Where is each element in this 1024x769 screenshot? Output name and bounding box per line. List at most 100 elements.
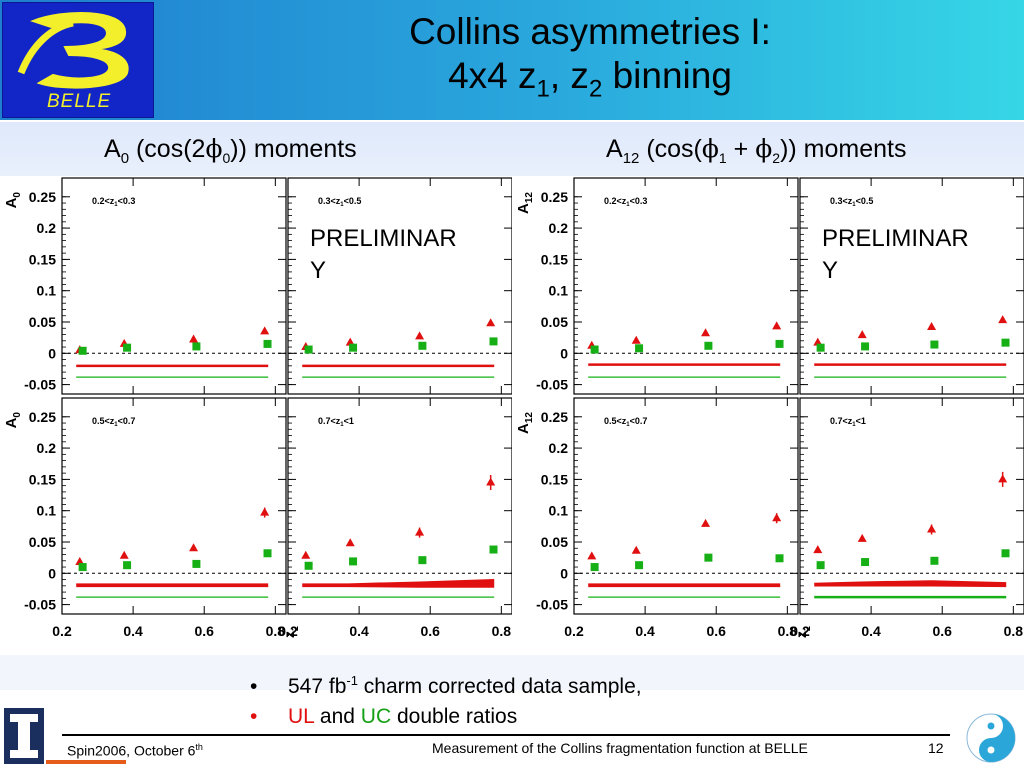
belle-b-icon — [17, 12, 129, 89]
plot-frame — [61, 397, 287, 615]
ul-systematic-band — [76, 364, 269, 368]
x-tick-label: 0.2 — [278, 623, 298, 639]
section-band — [0, 122, 1024, 178]
x-tick-label: 0.6 — [932, 623, 952, 639]
bullet-list: • 547 fb-1 charm corrected data sample, … — [250, 666, 642, 732]
y-tick-label: 0.2 — [549, 220, 569, 236]
x-tick-label: 0.4 — [635, 623, 655, 639]
ul-data-point — [587, 551, 597, 560]
y-tick-label: 0.1 — [37, 283, 57, 299]
bin-label: 0.3<z1<0.5 — [318, 196, 361, 208]
y-tick-label: 0.15 — [541, 471, 568, 487]
ul-data-point — [631, 335, 641, 344]
uc-data-point — [635, 344, 644, 353]
y-tick-label: 0.05 — [541, 314, 568, 330]
x-tick-label: 0.8 — [778, 623, 798, 639]
plot-frame — [573, 177, 799, 395]
uc-data-point — [418, 556, 427, 565]
ul-data-point — [301, 550, 311, 559]
bin-label: 0.3<z1<0.5 — [830, 196, 873, 208]
y-tick-label: 0.1 — [37, 503, 57, 519]
ul-data-point — [857, 533, 867, 542]
bin-label: 0.2<z1<0.3 — [92, 196, 135, 208]
x-tick-label: 0.8 — [492, 623, 512, 639]
uc-data-point — [635, 561, 644, 570]
ul-data-point — [631, 545, 641, 554]
bin-label: 0.7<z1<1 — [830, 416, 866, 428]
title-line-2: 4x4 z1, z2 binning — [448, 55, 732, 103]
uc-systematic-band — [302, 596, 495, 598]
y-tick-label: 0.2 — [37, 440, 57, 456]
y-tick-label: 0.2 — [37, 220, 57, 236]
ul-data-point — [998, 474, 1008, 483]
uc-data-point — [78, 346, 87, 355]
y-tick-label: -0.05 — [24, 597, 56, 613]
chart-a12: A12 A12 0.25 0.2 0.15 0.1 0.05 0 -0.05 0.2<z1<0.3… — [512, 176, 1024, 660]
title-line-1: Collins asymmetries I: — [409, 11, 771, 52]
uc-data-point — [704, 553, 713, 562]
preliminary-label: Y — [822, 257, 838, 284]
uc-data-point — [123, 561, 132, 570]
y-tick-label: 0.05 — [541, 534, 568, 550]
x-tick-label: 0.4 — [349, 623, 369, 639]
slide-header — [0, 0, 1024, 120]
uc-data-point — [816, 343, 825, 352]
y-axis-title: A12 — [515, 192, 535, 214]
ul-systematic-band — [588, 363, 781, 366]
bullet-dot: • — [250, 675, 258, 698]
y-tick-label: 0 — [560, 565, 568, 581]
uc-data-point — [930, 556, 939, 565]
x-tick-label: 0.2 — [790, 623, 810, 639]
uc-data-point — [861, 558, 870, 567]
chart-a12-svg: A12 A12 0.25 0.2 0.15 0.1 0.05 0 -0.05 0.2<z1<0.3… — [515, 177, 1024, 639]
y-axis-title: A0 — [3, 192, 23, 209]
y-tick-label: 0.15 — [29, 251, 56, 267]
x-tick-label: 0.4 — [123, 623, 143, 639]
uc-data-point — [349, 557, 358, 566]
uc-data-point — [263, 339, 272, 348]
y-tick-label: 0 — [48, 565, 56, 581]
uc-data-point — [192, 342, 201, 351]
x-axis-title: z2 — [793, 626, 812, 638]
uc-data-point — [775, 554, 784, 563]
bullet-band — [0, 655, 1024, 690]
chart-a0: A0 A0 0.25 0.2 0.15 0.1 0.05 0 -0.05 0.2<z1<0.3 0.… — [0, 176, 526, 660]
y-tick-label: -0.05 — [536, 377, 568, 393]
ul-systematic-band — [814, 580, 1007, 588]
y-tick-label: 0.25 — [541, 409, 568, 425]
ul-data-point — [119, 550, 129, 559]
right-section-title: A12 (cos(ϕ1 + ϕ2)) moments — [606, 134, 907, 167]
x-tick-label: 0.8 — [1004, 623, 1024, 639]
ul-data-point — [857, 330, 867, 339]
left-section-title: A0 (cos(2ϕ0)) moments — [104, 134, 357, 167]
illinois-i-icon — [10, 714, 38, 758]
ul-data-point — [701, 328, 711, 337]
ul-systematic-band — [302, 578, 495, 588]
x-axis-label: z2 — [793, 626, 812, 638]
y-axis-title: A0 — [3, 412, 23, 429]
spin-yinyang-icon — [966, 713, 1016, 763]
uc-systematic-band — [76, 376, 269, 378]
ul-data-point — [415, 331, 425, 340]
ul-data-point — [772, 321, 782, 330]
uc-data-point — [1001, 549, 1010, 558]
ul-data-point — [998, 315, 1008, 324]
x-tick-label: 0.8 — [266, 623, 286, 639]
x-axis-title: z2 — [1019, 631, 1024, 638]
ul-systematic-band — [76, 583, 269, 588]
y-tick-label: 0.25 — [29, 409, 56, 425]
uc-data-point — [590, 563, 599, 572]
bin-label: 0.2<z1<0.3 — [604, 196, 647, 208]
plot-frame — [799, 177, 1024, 395]
x-tick-label: 0.6 — [194, 623, 214, 639]
uc-data-point — [1001, 338, 1010, 347]
y-tick-label: -0.05 — [536, 597, 568, 613]
y-axis-label: A12 — [515, 192, 535, 214]
ul-data-point — [345, 538, 355, 547]
ul-systematic-band — [814, 363, 1007, 366]
illinois-logo — [4, 708, 44, 764]
y-axis-label: A12 — [515, 412, 535, 434]
y-tick-label: -0.05 — [24, 377, 56, 393]
y-axis-label: A0 — [3, 412, 23, 429]
uc-data-point — [123, 343, 132, 352]
